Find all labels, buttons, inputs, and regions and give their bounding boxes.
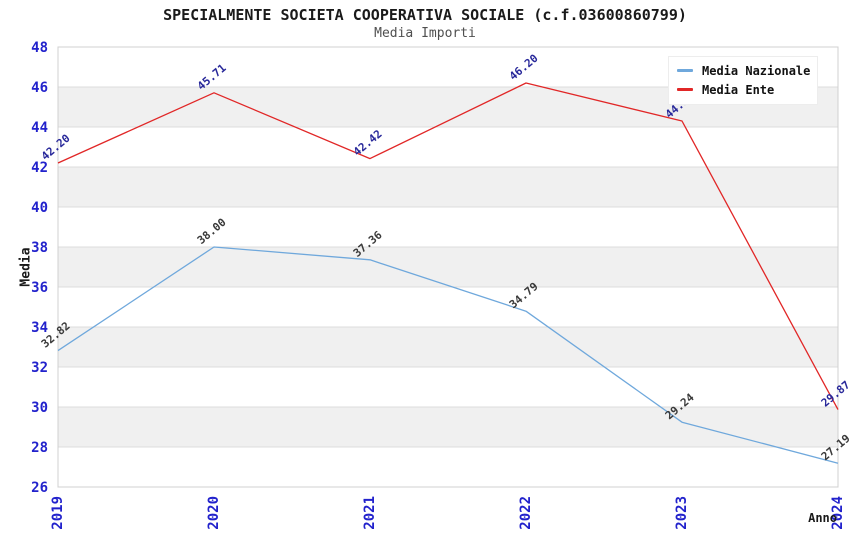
chart-subtitle: Media Importi	[374, 26, 476, 41]
y-tick-label: 26	[31, 480, 48, 496]
y-axis-title: Media	[18, 247, 34, 287]
y-tick-label: 46	[31, 80, 48, 96]
x-tick-label: 2021	[362, 496, 378, 530]
chart-title: SPECIALMENTE SOCIETA COOPERATIVA SOCIALE…	[163, 6, 687, 24]
legend-line-swatch-blue	[677, 69, 693, 72]
legend-label: Media Nazionale	[702, 63, 811, 78]
x-tick-label: 2020	[206, 496, 222, 530]
x-tick-label: 2022	[518, 496, 534, 530]
legend-line-swatch-red	[677, 88, 693, 91]
y-tick-label: 32	[31, 360, 48, 376]
y-tick-label: 42	[31, 160, 48, 176]
legend-item-media-ente: Media Ente	[677, 80, 811, 99]
point-value-label: 38.00	[195, 216, 229, 247]
y-tick-label: 36	[31, 280, 48, 296]
y-tick-label: 30	[31, 400, 48, 416]
y-tick-label: 48	[31, 40, 48, 56]
y-tick-label: 40	[31, 200, 48, 216]
plot-band	[58, 407, 838, 447]
y-tick-label: 44	[31, 120, 48, 136]
y-tick-label: 28	[31, 440, 48, 456]
y-tick-label: 34	[31, 320, 48, 336]
x-tick-label: 2019	[50, 496, 66, 530]
plot-band	[58, 247, 838, 287]
x-tick-label: 2024	[830, 496, 846, 530]
legend: Media Nazionale Media Ente	[668, 56, 818, 105]
point-value-label: 46.20	[507, 52, 541, 83]
x-axis-title: Anno	[808, 511, 837, 525]
series-line-media-ente	[57, 82, 839, 410]
plot-border	[57, 46, 839, 488]
y-tick-label: 38	[31, 240, 48, 256]
plot-band	[58, 327, 838, 367]
x-tick-label: 2023	[674, 496, 690, 530]
plot-band	[58, 167, 838, 207]
legend-item-media-nazionale: Media Nazionale	[677, 61, 811, 80]
series-line-media-nazionale	[57, 246, 839, 464]
legend-label: Media Ente	[702, 82, 775, 97]
